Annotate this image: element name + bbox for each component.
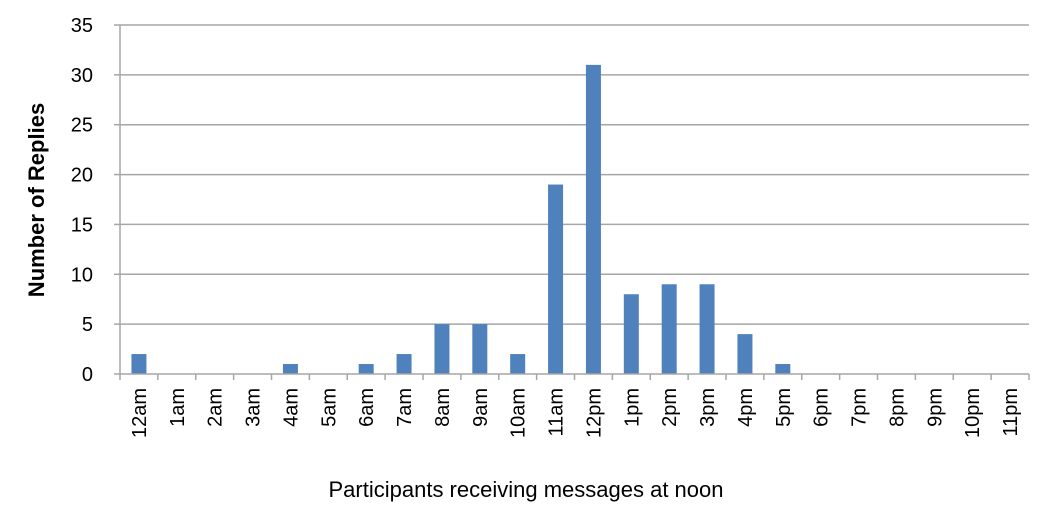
y-tick-label: 25 xyxy=(71,115,93,137)
y-tick-label: 30 xyxy=(71,65,93,87)
x-tick-labels: 12am 1am 2am 3am 4am 5am 6am 7am 8am 9am 10am 11am 1… xyxy=(129,388,1022,438)
x-tick-label: 12am xyxy=(129,388,151,438)
x-tick-label: 11am xyxy=(546,388,568,437)
x-tick-label: 1am xyxy=(167,388,189,427)
x-tick-label: 1pm xyxy=(621,388,643,427)
x-tick-label: 2pm xyxy=(659,388,681,427)
y-axis-title: Number of Replies xyxy=(24,103,49,297)
bar-11am xyxy=(548,184,564,374)
bar-2pm xyxy=(661,284,677,374)
y-tick-label: 10 xyxy=(71,264,93,286)
x-tick-label: 4pm xyxy=(735,388,757,427)
y-tick-labels: 0 5 10 15 20 25 30 35 xyxy=(71,15,93,386)
x-tick-label: 7pm xyxy=(849,388,871,427)
x-tick-label: 8pm xyxy=(886,388,908,427)
x-tick-label: 12pm xyxy=(583,388,605,438)
bar-10am xyxy=(510,354,526,374)
bars xyxy=(131,64,791,374)
x-tick-label: 4am xyxy=(280,388,302,427)
x-tick-label: 2am xyxy=(205,388,227,427)
bar-4am xyxy=(282,364,298,374)
bar-12am xyxy=(131,354,147,374)
x-tick-label: 3pm xyxy=(697,388,719,427)
x-tick-label: 11pm xyxy=(1000,388,1022,437)
bar-4pm xyxy=(737,334,753,374)
gridlines xyxy=(120,24,1029,325)
y-tick-label: 35 xyxy=(71,15,93,37)
y-tick-label: 5 xyxy=(82,314,93,336)
x-tick-label: 6am xyxy=(356,388,378,427)
x-tick-label: 5am xyxy=(318,388,340,427)
bar-5pm xyxy=(775,364,791,374)
bar-7am xyxy=(396,354,412,374)
y-tick-label: 20 xyxy=(71,165,93,187)
x-tick-label: 8am xyxy=(432,388,454,427)
x-tick-label: 10am xyxy=(508,388,530,438)
bar-8am xyxy=(434,324,450,374)
bar-9am xyxy=(472,324,488,374)
y-tick-label: 15 xyxy=(71,214,93,236)
x-tick-label: 9pm xyxy=(924,388,946,427)
axes xyxy=(114,24,1030,380)
bar-12pm xyxy=(585,64,601,374)
bar-3pm xyxy=(699,284,715,374)
x-axis-title: Participants receiving messages at noon xyxy=(329,477,724,502)
y-tick-label: 0 xyxy=(82,364,93,386)
x-tick-label: 7am xyxy=(394,388,416,427)
x-tick-label: 3am xyxy=(243,388,265,427)
bar-6am xyxy=(358,364,374,374)
x-tick-label: 5pm xyxy=(773,388,795,427)
x-tick-label: 10pm xyxy=(962,388,984,438)
x-tick-label: 9am xyxy=(470,388,492,427)
x-tick-label: 6pm xyxy=(811,388,833,427)
bar-1pm xyxy=(623,294,639,374)
